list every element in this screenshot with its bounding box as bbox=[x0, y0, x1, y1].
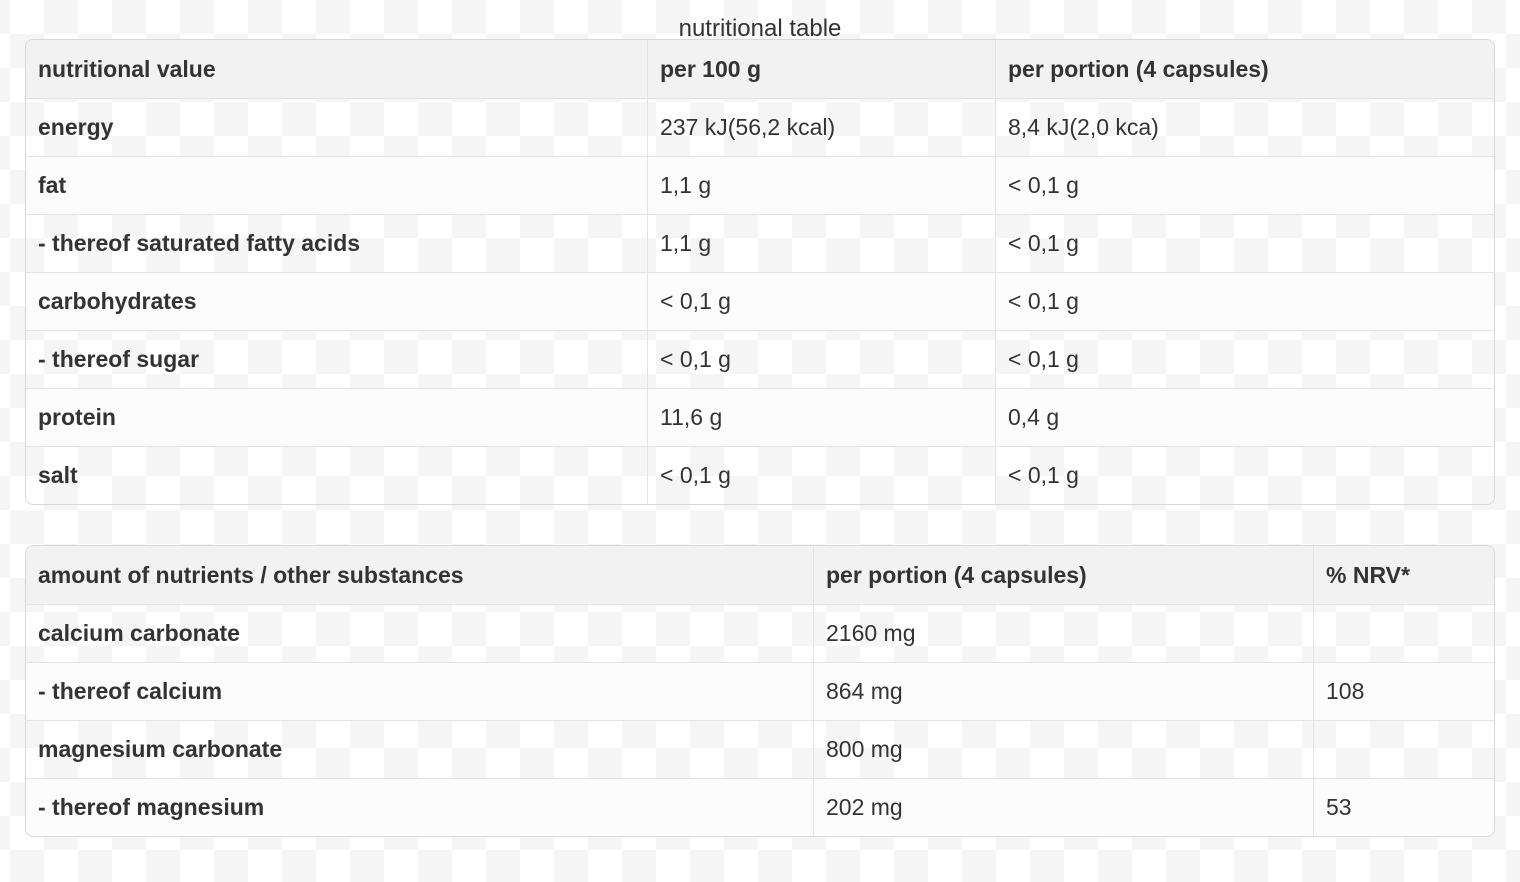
table-row-fat: fat 1,1 g < 0,1 g bbox=[26, 156, 1494, 214]
column-header-per-100g: per 100 g bbox=[647, 40, 995, 98]
table-row-calcium: - thereof calcium 864 mg 108 bbox=[26, 662, 1494, 720]
column-header-nrv: % NRV* bbox=[1313, 546, 1494, 604]
nutrients-amount-header-row: amount of nutrients / other substances p… bbox=[26, 546, 1494, 604]
table-row-sugar: - thereof sugar < 0,1 g < 0,1 g bbox=[26, 330, 1494, 388]
nutritional-values-table: nutritional value per 100 g per portion … bbox=[25, 39, 1495, 505]
value-nrv: 53 bbox=[1313, 778, 1494, 836]
table-row-carbohydrates: carbohydrates < 0,1 g < 0,1 g bbox=[26, 272, 1494, 330]
column-header-per-portion: per portion (4 capsules) bbox=[813, 546, 1313, 604]
nutritional-values-header-row: nutritional value per 100 g per portion … bbox=[26, 40, 1494, 98]
value-per-portion: < 0,1 g bbox=[995, 156, 1494, 214]
row-label: - thereof magnesium bbox=[26, 778, 813, 836]
value-per-100g: < 0,1 g bbox=[647, 446, 995, 504]
row-label: salt bbox=[26, 446, 647, 504]
page-title: nutritional table bbox=[678, 15, 842, 42]
value-per-portion: 202 mg bbox=[813, 778, 1313, 836]
row-label: - thereof sugar bbox=[26, 330, 647, 388]
value-per-portion: 800 mg bbox=[813, 720, 1313, 778]
value-per-portion: 0,4 g bbox=[995, 388, 1494, 446]
value-per-portion: < 0,1 g bbox=[995, 214, 1494, 272]
row-label: - thereof calcium bbox=[26, 662, 813, 720]
value-per-portion: 864 mg bbox=[813, 662, 1313, 720]
value-per-100g: 11,6 g bbox=[647, 388, 995, 446]
column-header-amount-of-nutrients: amount of nutrients / other substances bbox=[26, 546, 813, 604]
value-per-100g: < 0,1 g bbox=[647, 330, 995, 388]
table-row-magnesium-carbonate: magnesium carbonate 800 mg bbox=[26, 720, 1494, 778]
value-per-100g: 237 kJ(56,2 kcal) bbox=[647, 98, 995, 156]
value-per-portion: 8,4 kJ(2,0 kca) bbox=[995, 98, 1494, 156]
nutrients-amount-table: amount of nutrients / other substances p… bbox=[25, 545, 1495, 837]
value-nrv bbox=[1313, 720, 1494, 778]
row-label: energy bbox=[26, 98, 647, 156]
table-row-saturated-fatty-acids: - thereof saturated fatty acids 1,1 g < … bbox=[26, 214, 1494, 272]
table-row-magnesium: - thereof magnesium 202 mg 53 bbox=[26, 778, 1494, 836]
value-nrv bbox=[1313, 604, 1494, 662]
row-label: fat bbox=[26, 156, 647, 214]
table-row-energy: energy 237 kJ(56,2 kcal) 8,4 kJ(2,0 kca) bbox=[26, 98, 1494, 156]
column-header-nutritional-value: nutritional value bbox=[26, 40, 647, 98]
value-per-100g: 1,1 g bbox=[647, 156, 995, 214]
row-label: calcium carbonate bbox=[26, 604, 813, 662]
value-per-portion: < 0,1 g bbox=[995, 272, 1494, 330]
table-row-protein: protein 11,6 g 0,4 g bbox=[26, 388, 1494, 446]
value-nrv: 108 bbox=[1313, 662, 1494, 720]
table-row-salt: salt < 0,1 g < 0,1 g bbox=[26, 446, 1494, 504]
table-row-calcium-carbonate: calcium carbonate 2160 mg bbox=[26, 604, 1494, 662]
row-label: carbohydrates bbox=[26, 272, 647, 330]
value-per-portion: < 0,1 g bbox=[995, 330, 1494, 388]
row-label: - thereof saturated fatty acids bbox=[26, 214, 647, 272]
row-label: protein bbox=[26, 388, 647, 446]
value-per-100g: 1,1 g bbox=[647, 214, 995, 272]
value-per-portion: < 0,1 g bbox=[995, 446, 1494, 504]
row-label: magnesium carbonate bbox=[26, 720, 813, 778]
value-per-portion: 2160 mg bbox=[813, 604, 1313, 662]
value-per-100g: < 0,1 g bbox=[647, 272, 995, 330]
column-header-per-portion: per portion (4 capsules) bbox=[995, 40, 1494, 98]
